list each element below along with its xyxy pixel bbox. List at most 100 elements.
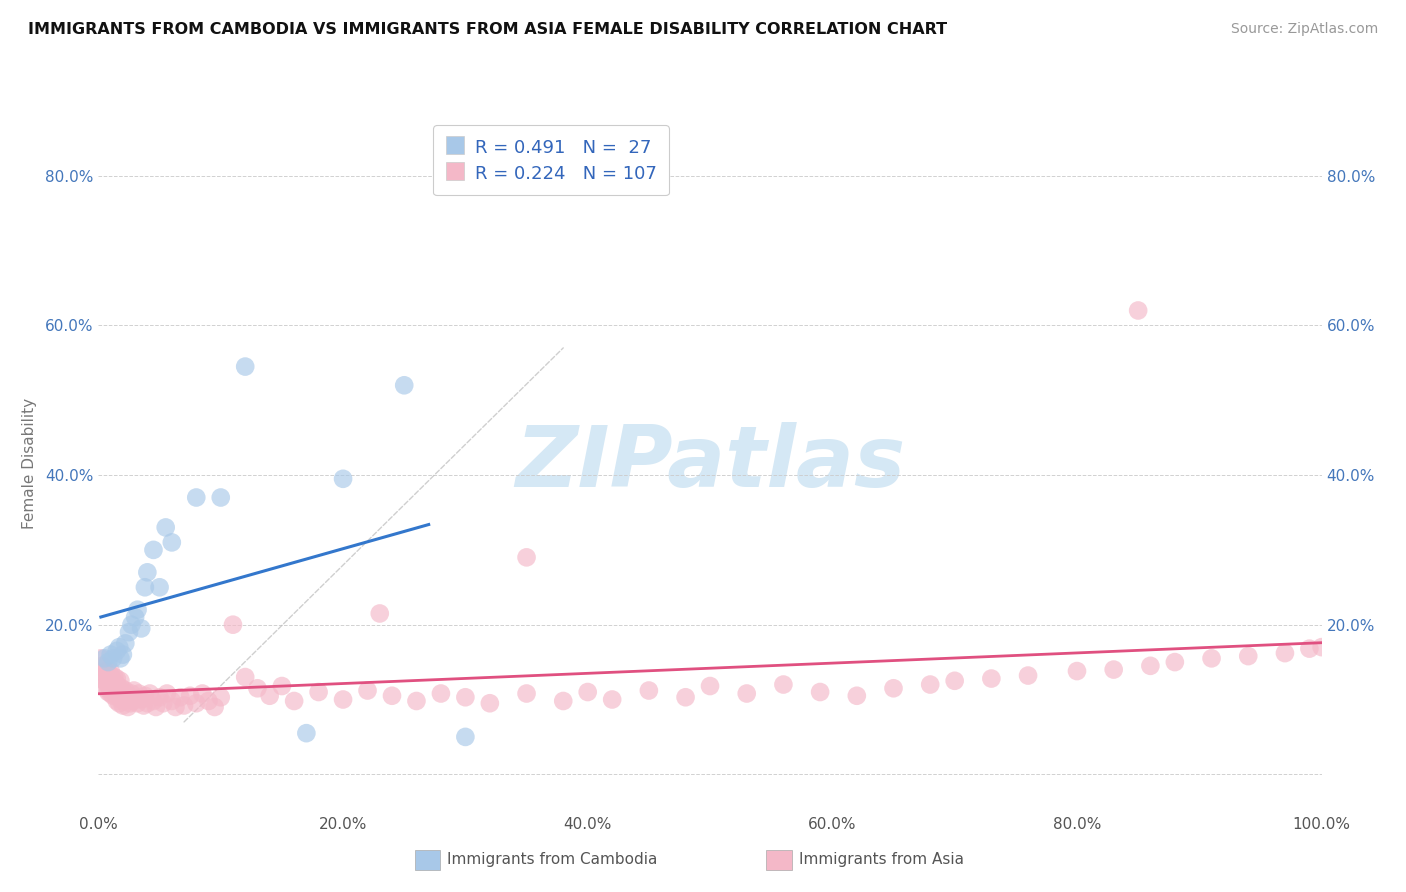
- Point: [118, 625, 141, 640]
- Point: [160, 694, 183, 708]
- Point: [1066, 664, 1088, 678]
- Point: [179, 689, 201, 703]
- Point: [120, 696, 142, 710]
- Point: [103, 670, 125, 684]
- Point: [515, 686, 537, 700]
- Point: [91, 658, 114, 673]
- Point: [104, 686, 127, 700]
- Point: [100, 686, 122, 700]
- Text: Immigrants from Cambodia: Immigrants from Cambodia: [447, 853, 658, 867]
- Point: [454, 690, 477, 705]
- Point: [1201, 651, 1223, 665]
- Point: [105, 694, 128, 708]
- Point: [134, 689, 156, 703]
- Text: Source: ZipAtlas.com: Source: ZipAtlas.com: [1230, 22, 1378, 37]
- Point: [105, 672, 128, 686]
- Point: [118, 689, 141, 703]
- Point: [638, 683, 661, 698]
- Point: [127, 696, 149, 710]
- Point: [152, 696, 174, 710]
- Point: [1017, 668, 1039, 682]
- Point: [478, 696, 501, 710]
- Point: [127, 603, 149, 617]
- Point: [1298, 641, 1320, 656]
- Point: [110, 692, 132, 706]
- Point: [105, 644, 128, 658]
- Point: [368, 607, 391, 621]
- Point: [139, 686, 162, 700]
- Point: [308, 685, 330, 699]
- Point: [332, 692, 354, 706]
- Point: [142, 694, 165, 708]
- Point: [772, 677, 794, 691]
- Point: [392, 378, 416, 392]
- Point: [124, 691, 146, 706]
- Point: [114, 683, 136, 698]
- Point: [1310, 640, 1333, 654]
- Point: [186, 491, 208, 505]
- Point: [115, 691, 138, 706]
- Point: [129, 622, 152, 636]
- Point: [259, 689, 281, 703]
- Point: [103, 681, 125, 696]
- Point: [122, 683, 145, 698]
- Point: [246, 681, 269, 696]
- Point: [149, 580, 172, 594]
- Point: [295, 726, 318, 740]
- Point: [136, 696, 159, 710]
- Point: [1128, 303, 1150, 318]
- Point: [108, 640, 131, 654]
- Point: [233, 670, 256, 684]
- Point: [101, 651, 124, 665]
- Point: [675, 690, 697, 705]
- Point: [107, 689, 129, 703]
- Point: [96, 664, 118, 678]
- Text: IMMIGRANTS FROM CAMBODIA VS IMMIGRANTS FROM ASIA FEMALE DISABILITY CORRELATION C: IMMIGRANTS FROM CAMBODIA VS IMMIGRANTS F…: [28, 22, 948, 37]
- Point: [97, 685, 120, 699]
- Point: [101, 672, 124, 686]
- Point: [108, 696, 131, 710]
- Point: [149, 690, 172, 705]
- Point: [93, 673, 115, 688]
- Point: [454, 730, 477, 744]
- Point: [204, 700, 226, 714]
- Point: [920, 677, 942, 691]
- Point: [98, 666, 121, 681]
- Point: [101, 677, 124, 691]
- Point: [145, 700, 167, 714]
- Point: [129, 692, 152, 706]
- Point: [209, 491, 232, 505]
- Point: [332, 472, 354, 486]
- Point: [100, 664, 122, 678]
- Point: [191, 686, 214, 700]
- Point: [515, 550, 537, 565]
- Point: [430, 686, 453, 700]
- Point: [1274, 646, 1296, 660]
- Point: [136, 566, 159, 580]
- Point: [97, 655, 120, 669]
- Point: [980, 672, 1002, 686]
- Point: [100, 648, 122, 662]
- Point: [222, 617, 245, 632]
- Text: ZIPatlas: ZIPatlas: [515, 422, 905, 506]
- Point: [209, 690, 232, 705]
- Point: [283, 694, 305, 708]
- Point: [101, 689, 124, 703]
- Point: [111, 698, 134, 713]
- Point: [1164, 655, 1187, 669]
- Point: [845, 689, 868, 703]
- Point: [169, 690, 191, 705]
- Point: [943, 673, 966, 688]
- Point: [160, 535, 183, 549]
- Point: [93, 663, 115, 677]
- Point: [173, 698, 195, 713]
- Point: [112, 694, 135, 708]
- Point: [97, 672, 120, 686]
- Y-axis label: Female Disability: Female Disability: [21, 398, 37, 530]
- Point: [110, 673, 132, 688]
- Point: [155, 520, 177, 534]
- Legend: R = 0.491   N =  27, R = 0.224   N = 107: R = 0.491 N = 27, R = 0.224 N = 107: [433, 125, 669, 195]
- Point: [132, 698, 155, 713]
- Point: [105, 683, 128, 698]
- Point: [197, 694, 219, 708]
